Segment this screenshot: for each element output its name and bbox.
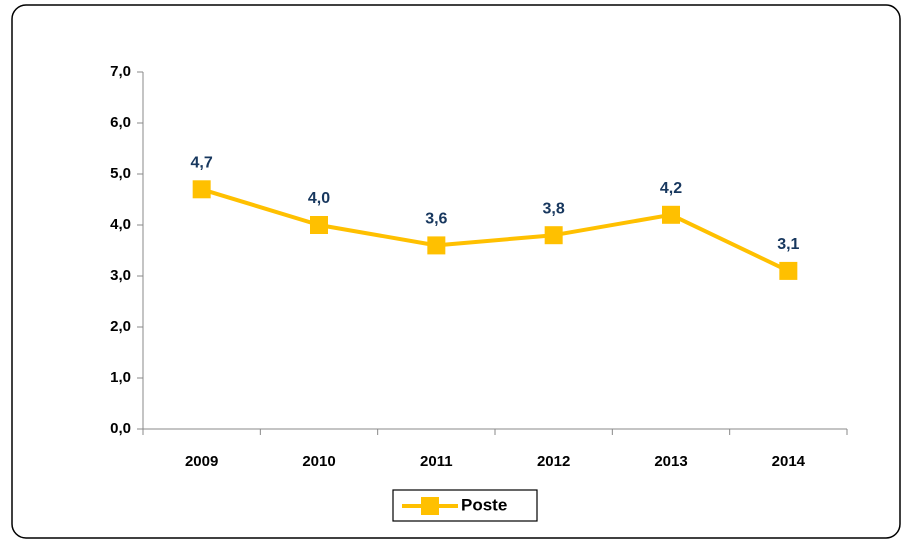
- value-label: 4,7: [191, 155, 213, 172]
- y-tick-label: 7,0: [110, 63, 131, 80]
- x-tick-label: 2009: [185, 453, 218, 470]
- y-tick-label: 2,0: [110, 318, 131, 335]
- x-tick-label: 2011: [420, 453, 453, 470]
- marker: [427, 236, 446, 255]
- y-tick-label: 0,0: [110, 420, 131, 437]
- marker: [662, 205, 680, 224]
- y-tick-label: 6,0: [110, 114, 131, 131]
- y-tick-label: 3,0: [110, 267, 131, 284]
- y-tick-label: 1,0: [110, 369, 131, 386]
- value-label: 3,6: [425, 211, 447, 228]
- value-label: 4,0: [308, 190, 330, 207]
- marker: [544, 226, 563, 245]
- series-line: [201, 187, 790, 273]
- legend-label: Poste: [461, 495, 507, 514]
- legend-marker: [421, 497, 439, 515]
- marker: [310, 216, 328, 234]
- x-tick-label: 2010: [302, 453, 335, 470]
- x-tick-label: 2014: [772, 453, 806, 470]
- marker: [779, 261, 798, 280]
- y-tick-label: 5,0: [110, 165, 131, 182]
- x-tick-label: 2013: [654, 453, 687, 470]
- value-label: 3,1: [777, 236, 799, 253]
- chart-border: [11, 4, 901, 539]
- value-label: 3,8: [543, 200, 565, 217]
- x-tick-label: 2012: [537, 453, 570, 470]
- value-label: 4,2: [660, 180, 682, 197]
- legend-box: [392, 489, 538, 522]
- y-tick-label: 4,0: [110, 216, 131, 233]
- marker: [192, 180, 211, 199]
